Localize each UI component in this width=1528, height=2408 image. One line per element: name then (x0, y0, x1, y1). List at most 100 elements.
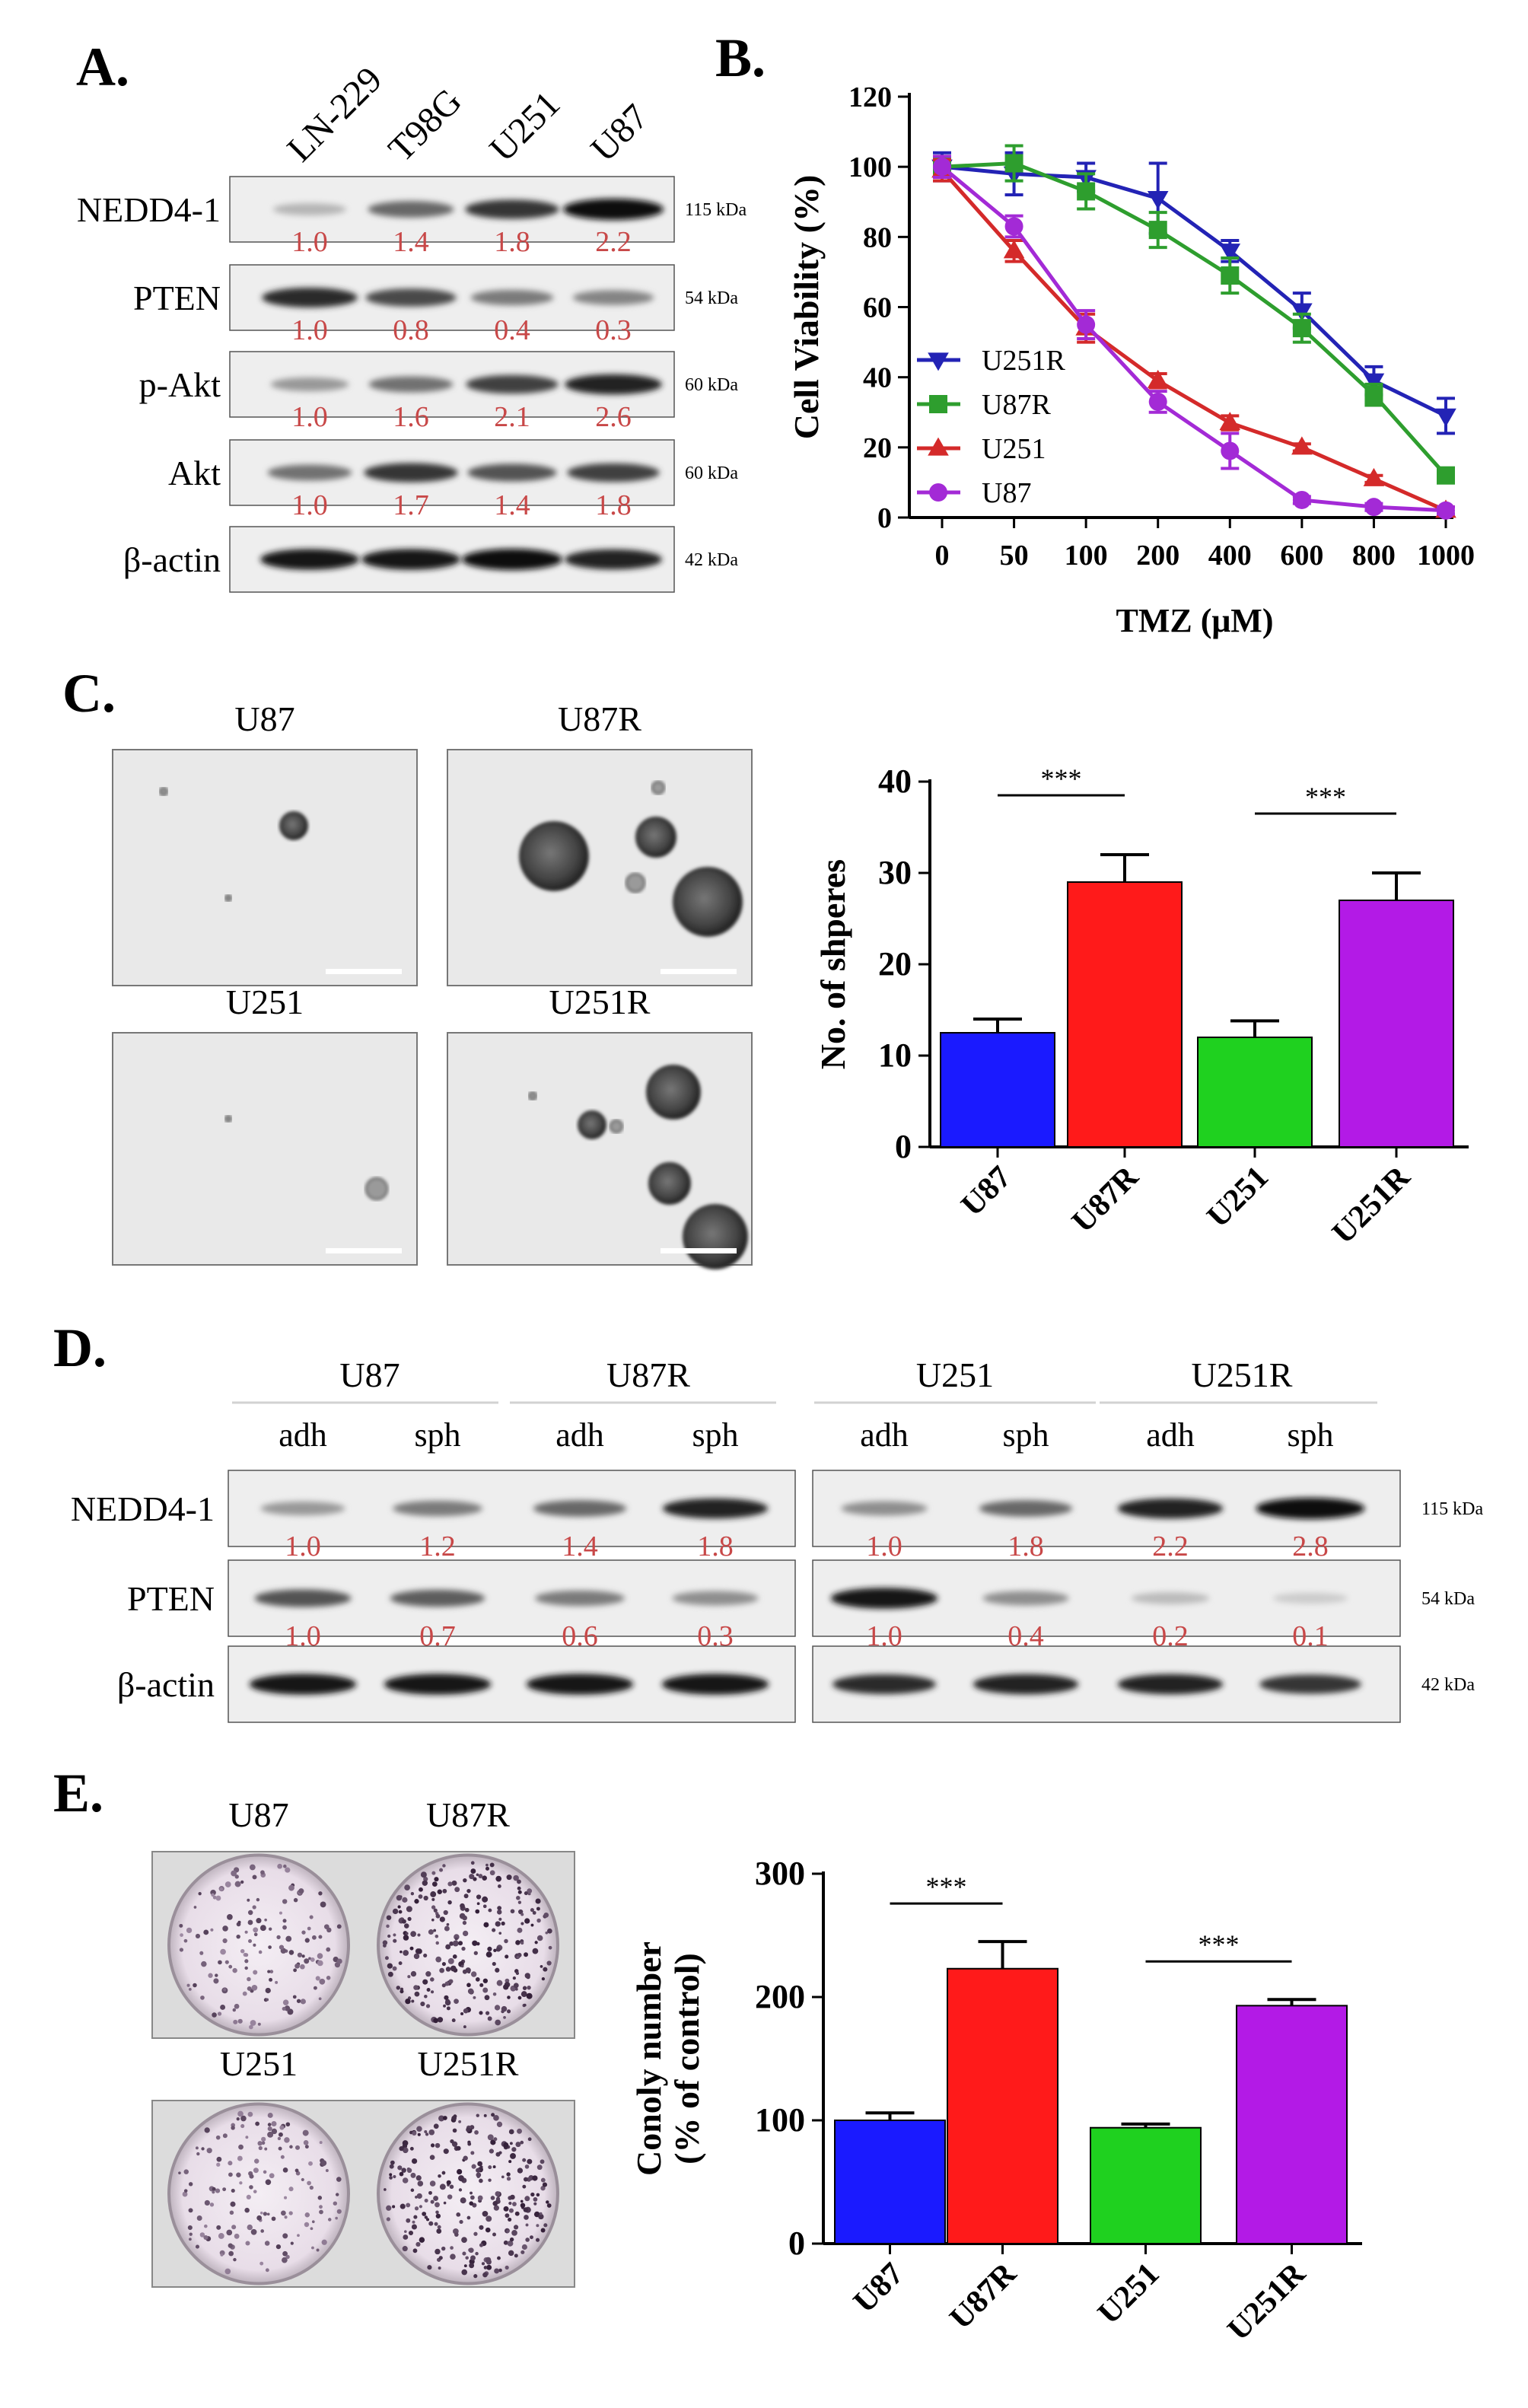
y-axis-label: Cell Viability (%) (787, 175, 826, 440)
sphere (279, 811, 308, 840)
quant-value: 1.0 (285, 1530, 321, 1562)
blot-band (260, 1501, 345, 1516)
blot-band (832, 1674, 937, 1694)
blot-band (384, 1674, 492, 1695)
data-point (1003, 240, 1025, 259)
blot-band (260, 549, 359, 570)
condition-label: adh (279, 1416, 327, 1454)
kda-label: 42 kDa (1421, 1675, 1475, 1695)
kda-label: 60 kDa (685, 375, 738, 395)
y-tick-label: 300 (755, 1855, 805, 1892)
bar (834, 2120, 946, 2244)
data-point (1077, 315, 1096, 334)
x-tick-label: U87 (954, 1160, 1018, 1224)
bar (1236, 2005, 1348, 2245)
data-point (933, 158, 951, 177)
colony-cluster (382, 1861, 552, 2029)
y-tick-label: 100 (755, 2101, 805, 2139)
bar (1090, 2126, 1202, 2244)
blot-band (368, 201, 454, 218)
data-point (928, 352, 949, 371)
quant-value: 1.0 (291, 489, 328, 521)
blot-band (563, 199, 664, 220)
colony-cluster (179, 1863, 342, 2030)
blot-row-label: PTEN (127, 1579, 215, 1618)
data-point (1364, 385, 1383, 404)
lane-label: U251 (482, 84, 568, 170)
sphere (610, 1120, 623, 1133)
blot-band (1272, 1592, 1348, 1604)
quant-value: 1.2 (419, 1530, 456, 1562)
quant-value: 2.2 (1152, 1530, 1189, 1562)
sphere (635, 817, 676, 858)
blot-band (672, 1591, 759, 1606)
condition-label: adh (1146, 1416, 1195, 1454)
y-tick-label: 0 (788, 2225, 805, 2262)
scale-bar (326, 1248, 402, 1253)
data-point (1221, 441, 1240, 460)
blot-band (535, 1590, 625, 1607)
y-tick-label: 0 (877, 502, 892, 534)
kda-label: 54 kDa (685, 288, 738, 308)
image-label: U251 (226, 983, 304, 1021)
quant-value: 1.0 (291, 314, 328, 346)
blot-band (979, 1500, 1073, 1517)
blot-band (982, 1591, 1069, 1606)
quant-value: 1.8 (595, 489, 632, 521)
quant-value: 1.0 (291, 401, 328, 433)
sphere (626, 873, 645, 893)
y-tick-label: 200 (755, 1978, 805, 2015)
group-label: U251R (1192, 1355, 1293, 1394)
data-point (929, 483, 947, 502)
condition-label: sph (692, 1416, 738, 1454)
series-line (941, 165, 1447, 513)
data-point (1147, 369, 1169, 388)
sphere (224, 894, 232, 902)
microscopy-image (112, 749, 418, 986)
sphere (683, 1204, 748, 1269)
data-point (1077, 182, 1096, 201)
blot-band (572, 290, 654, 305)
sphere (673, 867, 743, 937)
blot-row-label: Akt (168, 454, 221, 492)
data-point (1435, 408, 1456, 427)
sphere (224, 1115, 232, 1123)
blot-band (462, 549, 562, 570)
sphere (646, 1065, 701, 1120)
quant-value: 2.1 (494, 401, 530, 433)
sphere (651, 781, 665, 795)
blot-row-label: NEDD4-1 (77, 190, 221, 229)
series-line (941, 161, 1447, 477)
y-tick-label: 30 (878, 854, 912, 891)
microscopy-image (112, 1032, 418, 1266)
plate-label: U251 (220, 2044, 298, 2083)
culture-well (167, 2102, 350, 2285)
blot-band (470, 289, 554, 306)
x-tick-label: U251 (1201, 1160, 1276, 1235)
blot-band (368, 376, 454, 393)
sphere (648, 1162, 691, 1205)
y-tick-label: 0 (895, 1128, 912, 1165)
data-point (1292, 319, 1311, 338)
blot-row-label: p-Akt (139, 365, 221, 404)
quant-value: 1.8 (494, 226, 530, 258)
legend-label: U251R (982, 345, 1065, 377)
lane-label: U87 (583, 97, 656, 170)
x-tick-label: 50 (1000, 540, 1029, 572)
blot-band (249, 1674, 357, 1695)
y-tick-label: 10 (878, 1037, 912, 1074)
data-point (1291, 436, 1313, 455)
y-tick-label: 100 (848, 151, 892, 183)
panel-letter-d: D. (53, 1317, 107, 1378)
y-tick-label: 120 (848, 81, 892, 113)
blot-band (365, 288, 457, 307)
x-tick-label: U251 (1091, 2257, 1167, 2332)
condition-label: sph (414, 1416, 460, 1454)
plate-label: U251R (418, 2044, 519, 2083)
bar (1339, 900, 1454, 1148)
blot-band (662, 1498, 769, 1519)
blot-band (1117, 1674, 1224, 1695)
data-point (1363, 467, 1385, 486)
panel-c-spheres: U87 U87R U251 U251R 0 10 20 30 40 U87 U87R U251 U251… (112, 699, 1469, 1269)
panel-e-colonies: U87 U87R U251 U251R 0 100 200 300 U87 U87R U251 U25… (151, 1795, 1362, 2348)
